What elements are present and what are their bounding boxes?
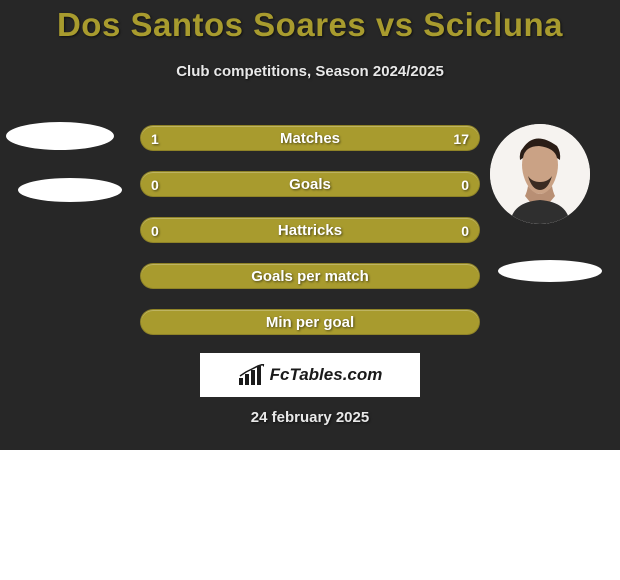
bar-rise-icon: [238, 364, 266, 386]
stat-value-right: 0: [461, 218, 469, 242]
stat-label: Min per goal: [141, 310, 479, 334]
brand-text: FcTables.com: [270, 365, 383, 385]
placeholder-blob: [18, 178, 122, 202]
stat-label: Matches: [141, 126, 479, 150]
player-avatar: [490, 124, 590, 224]
stat-bar: Goals0 0: [140, 171, 480, 197]
page-title: Dos Santos Soares vs Scicluna: [0, 6, 620, 44]
stat-bars: Matches117Goals00Hattricks00Goals per ma…: [140, 125, 480, 355]
stat-value-right: 0: [461, 172, 469, 196]
stat-value-right: 17: [453, 126, 469, 150]
stat-value-left: 0: [151, 172, 159, 196]
avatar-icon: [490, 124, 590, 224]
stat-bar: Matches1 17: [140, 125, 480, 151]
stat-value-left: 0: [151, 218, 159, 242]
stat-value-left: 1: [151, 126, 159, 150]
placeholder-blob: [6, 122, 114, 150]
stat-bar: Hattricks0 0: [140, 217, 480, 243]
stat-label: Goals per match: [141, 264, 479, 288]
stats-panel: Dos Santos Soares vs Scicluna Club compe…: [0, 0, 620, 450]
placeholder-blob: [498, 260, 602, 282]
stat-bar: Goals per match: [140, 263, 480, 289]
subtitle: Club competitions, Season 2024/2025: [0, 63, 620, 80]
stat-bar: Min per goal: [140, 309, 480, 335]
date-text: 24 february 2025: [0, 409, 620, 426]
brand-badge[interactable]: FcTables.com: [200, 353, 420, 397]
stat-label: Hattricks: [141, 218, 479, 242]
stat-label: Goals: [141, 172, 479, 196]
